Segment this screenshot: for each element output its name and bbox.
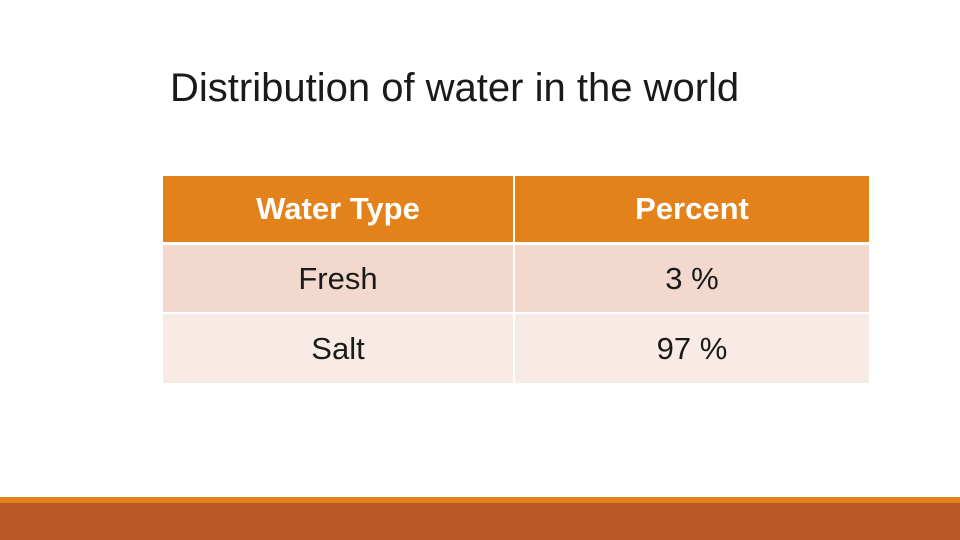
- table-row: Salt 97 %: [163, 314, 869, 383]
- table-cell-water-type: Fresh: [163, 245, 515, 314]
- table-header-row: Water Type Percent: [163, 176, 869, 245]
- header-cell-water-type: Water Type: [163, 176, 515, 245]
- table-cell-water-type: Salt: [163, 314, 515, 383]
- slide-title: Distribution of water in the world: [170, 66, 740, 110]
- footer-accent-stripe: [0, 497, 960, 503]
- table-row: Fresh 3 %: [163, 245, 869, 314]
- table-cell-percent: 97 %: [515, 314, 869, 383]
- table-cell-percent: 3 %: [515, 245, 869, 314]
- water-distribution-table: Water Type Percent Fresh 3 % Salt 97 %: [163, 176, 869, 383]
- header-cell-percent: Percent: [515, 176, 869, 245]
- footer-band: [0, 503, 960, 540]
